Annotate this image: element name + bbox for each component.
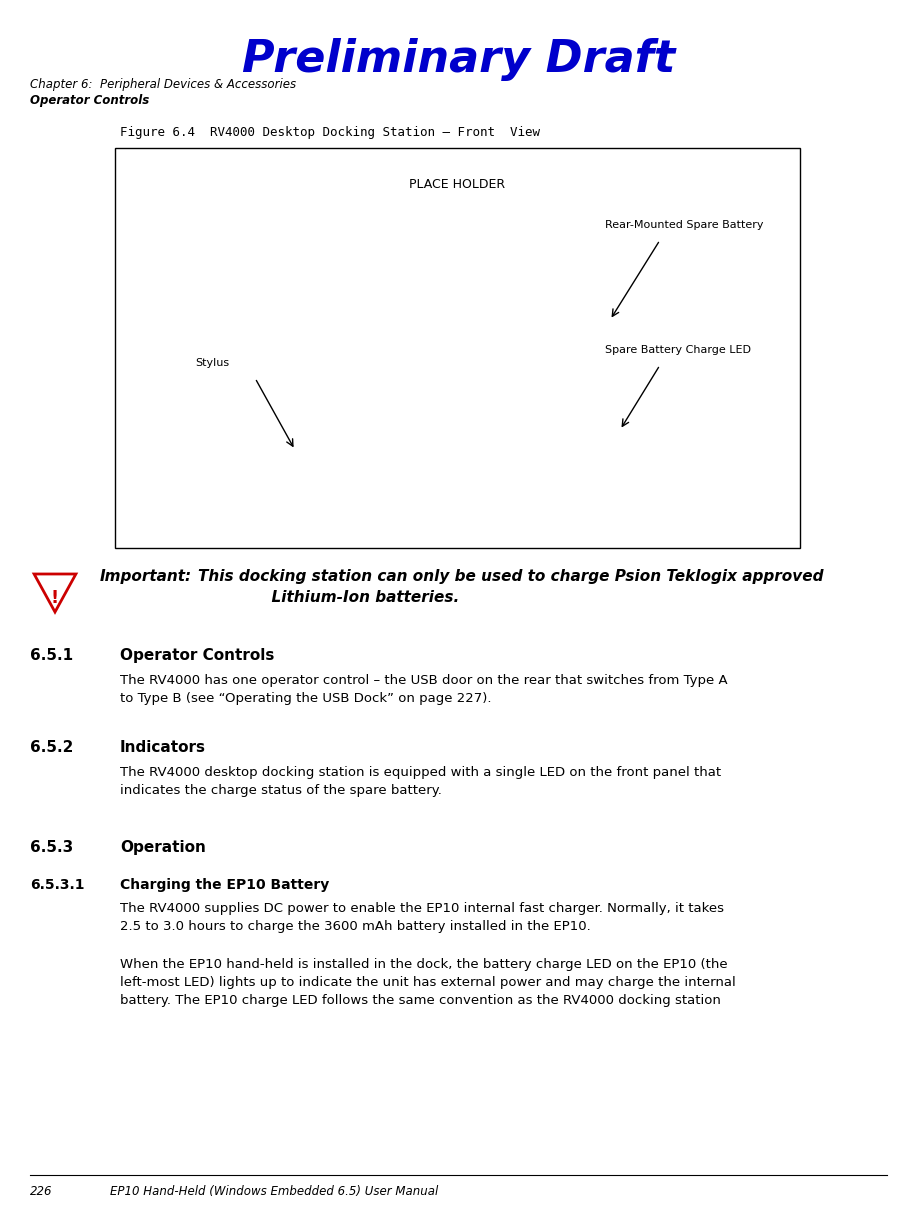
Text: 6.5.1: 6.5.1 <box>30 648 73 663</box>
Text: 6.5.3.1: 6.5.3.1 <box>30 878 84 892</box>
Text: When the EP10 hand-held is installed in the dock, the battery charge LED on the : When the EP10 hand-held is installed in … <box>120 958 735 1007</box>
Text: Stylus: Stylus <box>195 358 229 368</box>
Polygon shape <box>34 574 76 612</box>
Text: Rear-Mounted Spare Battery: Rear-Mounted Spare Battery <box>605 220 764 230</box>
Text: 226: 226 <box>30 1185 52 1198</box>
Text: The RV4000 desktop docking station is equipped with a single LED on the front pa: The RV4000 desktop docking station is eq… <box>120 767 721 797</box>
Text: This docking station can only be used to charge Psion Teklogix approved: This docking station can only be used to… <box>198 569 823 584</box>
Text: Indicators: Indicators <box>120 740 206 754</box>
Text: Charging the EP10 Battery: Charging the EP10 Battery <box>120 878 329 892</box>
Text: Operation: Operation <box>120 840 206 855</box>
Text: Operator Controls: Operator Controls <box>30 94 149 108</box>
Text: Operator Controls: Operator Controls <box>120 648 274 663</box>
Text: The RV4000 has one operator control – the USB door on the rear that switches fro: The RV4000 has one operator control – th… <box>120 673 727 705</box>
Text: Preliminary Draft: Preliminary Draft <box>242 37 675 81</box>
Text: Figure 6.4  RV4000 Desktop Docking Station – Front  View: Figure 6.4 RV4000 Desktop Docking Statio… <box>120 126 540 139</box>
Text: Lithium-Ion batteries.: Lithium-Ion batteries. <box>198 590 459 604</box>
Text: Chapter 6:  Peripheral Devices & Accessories: Chapter 6: Peripheral Devices & Accessor… <box>30 79 296 91</box>
Text: Spare Battery Charge LED: Spare Battery Charge LED <box>605 345 751 355</box>
Text: EP10 Hand-Held (Windows Embedded 6.5) User Manual: EP10 Hand-Held (Windows Embedded 6.5) Us… <box>110 1185 438 1198</box>
Text: !: ! <box>51 589 59 607</box>
Text: Important:: Important: <box>100 569 193 584</box>
Bar <box>115 147 800 548</box>
Text: 6.5.3: 6.5.3 <box>30 840 73 855</box>
Text: The RV4000 supplies DC power to enable the EP10 internal fast charger. Normally,: The RV4000 supplies DC power to enable t… <box>120 902 724 933</box>
Text: PLACE HOLDER: PLACE HOLDER <box>409 178 505 191</box>
Text: 6.5.2: 6.5.2 <box>30 740 73 754</box>
